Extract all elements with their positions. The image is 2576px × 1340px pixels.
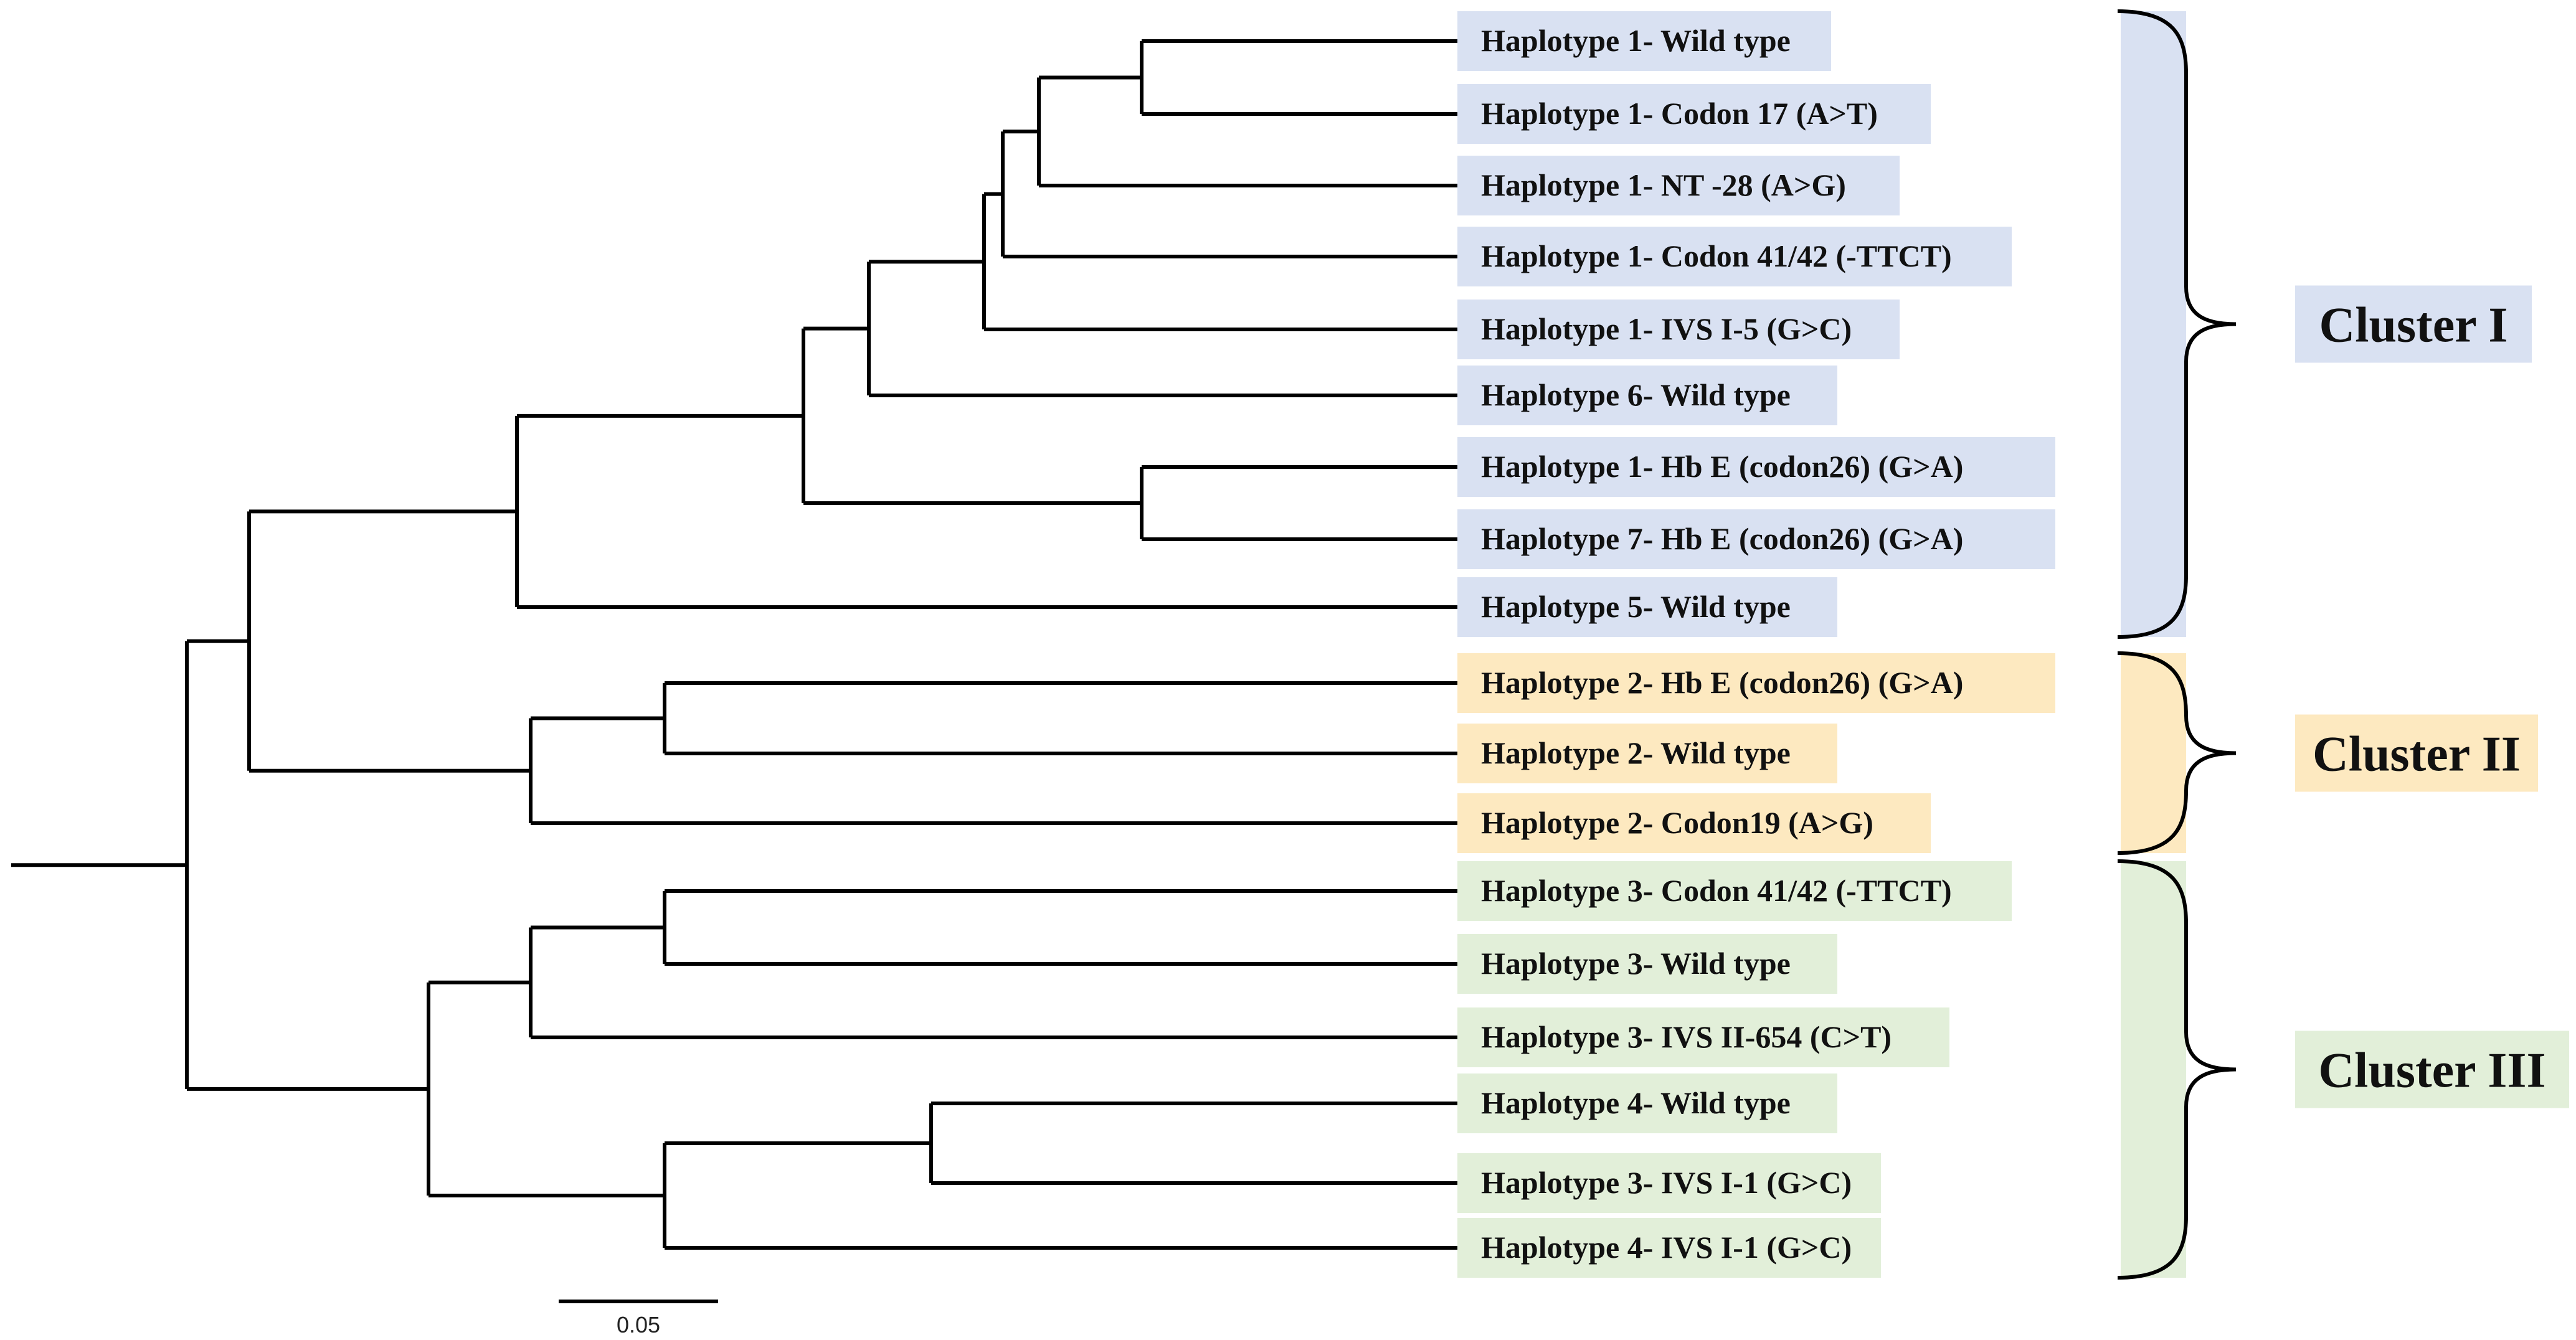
leaf-label-box xyxy=(1457,861,2012,921)
leaf-label: Haplotype 1- Codon 17 (A>T) xyxy=(1457,84,1931,144)
leaf-label-box xyxy=(1457,1218,1881,1278)
leaf-label: Haplotype 1- Wild type xyxy=(1457,11,1831,71)
leaf-label: Haplotype 5- Wild type xyxy=(1457,577,1837,637)
tree-branches xyxy=(11,39,1457,1250)
leaf-label-box xyxy=(1457,366,1837,425)
leaf-label-text: Haplotype 1- NT -28 (A>G) xyxy=(1481,168,1846,202)
cluster-brackets: Cluster I Cluster II Cluster III xyxy=(2117,9,2569,1280)
leaf-label: Haplotype 2- Codon19 (A>G) xyxy=(1457,793,1931,853)
leaf-label: Haplotype 1- Codon 41/42 (-TTCT) xyxy=(1457,227,2012,286)
leaf-label-text: Haplotype 4- Wild type xyxy=(1481,1085,1791,1120)
leaf-label: Haplotype 3- IVS II-654 (C>T) xyxy=(1457,1007,1949,1067)
leaf-label-box xyxy=(1457,653,2055,713)
leaf-label: Haplotype 3- Wild type xyxy=(1457,934,1837,994)
leaf-label-box xyxy=(1457,84,1931,144)
leaf-label: Haplotype 1- NT -28 (A>G) xyxy=(1457,156,1900,215)
leaf-label: Haplotype 1- Hb E (codon26) (G>A) xyxy=(1457,437,2055,497)
leaf-label-text: Haplotype 1- IVS I-5 (G>C) xyxy=(1481,311,1852,346)
cluster-label: Cluster I xyxy=(2319,298,2508,353)
cluster-bracket xyxy=(2117,859,2237,1280)
leaf-label-box xyxy=(1457,509,2055,569)
leaf-label: Haplotype 3- IVS I-1 (G>C) xyxy=(1457,1153,1881,1213)
leaf-label-box xyxy=(1457,724,1837,783)
leaf-label-box xyxy=(1457,227,2012,286)
leaf-label-box xyxy=(1457,934,1837,994)
leaf-label: Haplotype 6- Wild type xyxy=(1457,366,1837,425)
leaf-label: Haplotype 4- IVS I-1 (G>C) xyxy=(1457,1218,1881,1278)
cluster-label: Cluster III xyxy=(2318,1044,2545,1098)
cluster-band xyxy=(2121,653,2186,853)
cluster-group: Cluster III xyxy=(2117,859,2569,1280)
scale-bar-label: 0.05 xyxy=(617,1312,660,1338)
leaf-label: Haplotype 4- Wild type xyxy=(1457,1073,1837,1133)
leaf-label-box xyxy=(1457,11,1831,71)
cluster-group: Cluster II xyxy=(2117,651,2538,855)
cluster-label-box xyxy=(2295,714,2538,792)
cluster-label: Cluster II xyxy=(2313,727,2521,782)
leaf-label: Haplotype 7- Hb E (codon26) (G>A) xyxy=(1457,509,2055,569)
leaf-label-text: Haplotype 1- Wild type xyxy=(1481,23,1791,58)
leaf-label-text: Haplotype 4- IVS I-1 (G>C) xyxy=(1481,1230,1852,1265)
leaf-label-box xyxy=(1457,156,1900,215)
leaf-label-box xyxy=(1457,1073,1837,1133)
leaf-label: Haplotype 3- Codon 41/42 (-TTCT) xyxy=(1457,861,2012,921)
leaf-label-box xyxy=(1457,1153,1881,1213)
leaf-label-boxes: Haplotype 1- Wild type Haplotype 1- Codon… xyxy=(1457,11,2055,1278)
leaf-label-text: Haplotype 2- Wild type xyxy=(1481,735,1791,770)
leaf-label-box xyxy=(1457,577,1837,637)
cluster-label-box xyxy=(2295,1031,2569,1108)
scale-bar: 0.05 xyxy=(559,1300,718,1338)
leaf-label-box xyxy=(1457,300,1900,359)
leaf-label-box xyxy=(1457,437,2055,497)
leaf-label-text: Haplotype 1- Codon 17 (A>T) xyxy=(1481,96,1878,131)
leaf-label-text: Haplotype 2- Hb E (codon26) (G>A) xyxy=(1481,665,1963,700)
cluster-bracket xyxy=(2117,9,2237,639)
leaf-label-text: Haplotype 6- Wild type xyxy=(1481,377,1791,412)
leaf-label-text: Haplotype 7- Hb E (codon26) (G>A) xyxy=(1481,521,1963,556)
cluster-group: Cluster I xyxy=(2117,9,2532,639)
leaf-label-text: Haplotype 3- Wild type xyxy=(1481,946,1791,981)
cluster-label-box xyxy=(2295,285,2532,363)
leaf-label-text: Haplotype 3- Codon 41/42 (-TTCT) xyxy=(1481,873,1952,908)
leaf-label-text: Haplotype 1- Codon 41/42 (-TTCT) xyxy=(1481,238,1952,273)
leaf-label-box xyxy=(1457,1007,1949,1067)
leaf-label: Haplotype 1- IVS I-5 (G>C) xyxy=(1457,300,1900,359)
leaf-label-text: Haplotype 3- IVS II-654 (C>T) xyxy=(1481,1019,1892,1054)
cluster-bracket xyxy=(2117,651,2237,855)
leaf-label-text: Haplotype 1- Hb E (codon26) (G>A) xyxy=(1481,449,1963,484)
leaf-label: Haplotype 2- Wild type xyxy=(1457,724,1837,783)
leaf-label: Haplotype 2- Hb E (codon26) (G>A) xyxy=(1457,653,2055,713)
leaf-label-text: Haplotype 5- Wild type xyxy=(1481,589,1791,624)
cluster-band xyxy=(2121,11,2186,637)
leaf-label-text: Haplotype 3- IVS I-1 (G>C) xyxy=(1481,1165,1852,1200)
leaf-label-box xyxy=(1457,793,1931,853)
cluster-band xyxy=(2121,861,2186,1278)
leaf-label-text: Haplotype 2- Codon19 (A>G) xyxy=(1481,805,1873,840)
